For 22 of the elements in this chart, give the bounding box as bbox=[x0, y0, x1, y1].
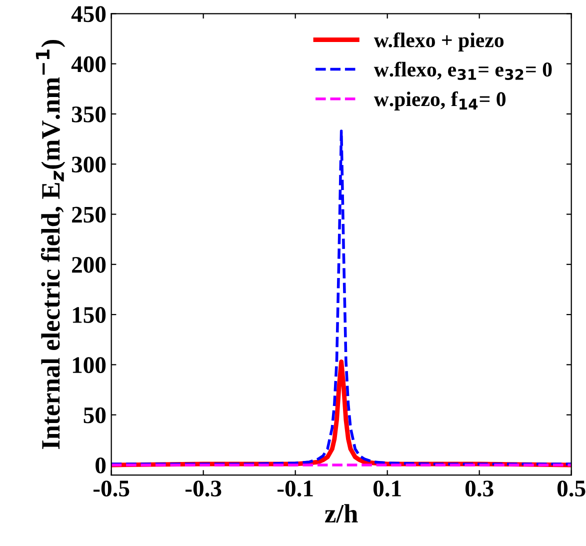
y-axis-title: Internal electric field, E$_{z}$(mV.nm$^{−1}$) bbox=[36, 40, 66, 450]
y-tick-label: 250 bbox=[72, 206, 106, 223]
y-tick-label: 350 bbox=[72, 106, 106, 122]
y-tick-label: 50 bbox=[84, 407, 106, 424]
legend-label: w.flexo, e$_{31}$= e$_{32}$= 0 bbox=[374, 62, 552, 80]
y-tick-label: 450 bbox=[71, 6, 106, 22]
y-tick-label: 100 bbox=[72, 357, 106, 374]
x-tick-label: 0.1 bbox=[373, 480, 401, 497]
legend-label: w.piezo, f$_{14}$= 0 bbox=[374, 91, 506, 110]
y-tick-label: 400 bbox=[71, 56, 106, 72]
x-axis-title: z/h bbox=[325, 504, 358, 523]
x-tick-label: 0.3 bbox=[465, 480, 494, 497]
x-tick-label: -0.5 bbox=[94, 480, 130, 497]
y-tick-label: 300 bbox=[72, 156, 106, 173]
y-tick-label: 150 bbox=[72, 307, 106, 323]
legend-label: w.flexo + piezo bbox=[374, 32, 504, 52]
x-tick-label: -0.1 bbox=[278, 480, 313, 497]
x-tick-label: 0.5 bbox=[557, 480, 586, 497]
y-tick-label: 200 bbox=[72, 256, 106, 273]
x-tick-label: -0.3 bbox=[186, 480, 222, 497]
line-series bbox=[111, 130, 572, 466]
y-tick-label: 0 bbox=[96, 457, 106, 474]
